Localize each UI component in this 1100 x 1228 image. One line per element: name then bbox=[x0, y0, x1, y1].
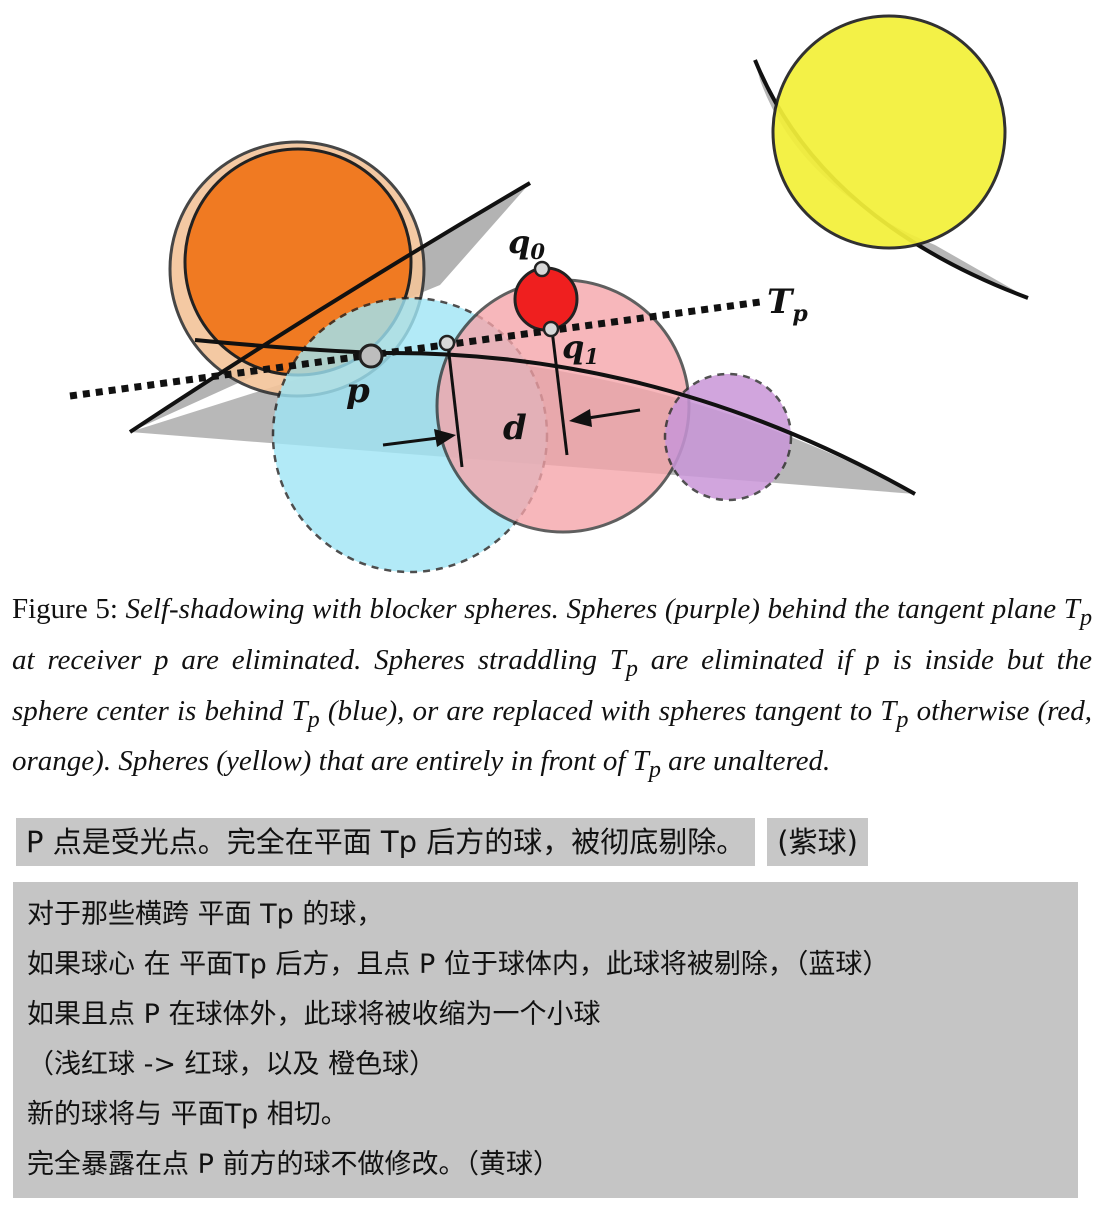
arrow-left-shaft bbox=[382, 436, 439, 447]
annotation-line: （浅红球 -> 红球，以及 橙色球） bbox=[27, 1049, 437, 1080]
annotation-box: 对于那些横跨 平面 Tp 的球， 如果球心 在 平面Tp 后方，且点 P 位于球… bbox=[13, 882, 1078, 1198]
annotation-purple: P 点是受光点。完全在平面 Tp 后方的球，被彻底剔除。 (紫球) bbox=[16, 818, 868, 866]
figure-caption: Figure 5: Self-shadowing with blocker sp… bbox=[12, 588, 1092, 791]
surface-curve-lower bbox=[194, 338, 916, 496]
figure-svg: q0 q1 Tp p d bbox=[69, 14, 1029, 574]
figure-diagram: q0 q1 Tp p d bbox=[0, 0, 1100, 585]
point-q0 bbox=[533, 260, 551, 278]
annotation-line: 完全暴露在点 P 前方的球不做修改。（黄球） bbox=[27, 1149, 560, 1180]
label-tp: Tp bbox=[767, 282, 808, 327]
caption-text: Self-shadowing with blocker spheres. Sph… bbox=[12, 593, 1093, 784]
yellow-sphere bbox=[771, 14, 1007, 250]
caption-figure-label: Figure 5: bbox=[12, 593, 118, 625]
arrow-left-head bbox=[434, 429, 456, 447]
point-p bbox=[358, 343, 384, 369]
label-d: d bbox=[503, 408, 527, 448]
annotation-line: 如果球心 在 平面Tp 后方，且点 P 位于球体内，此球将被剔除，（蓝球） bbox=[27, 949, 890, 980]
annotation-purple-text: P 点是受光点。完全在平面 Tp 后方的球，被彻底剔除。 bbox=[16, 818, 756, 866]
arrow-right-head bbox=[569, 409, 592, 427]
annotation-line: 新的球将与 平面Tp 相切。 bbox=[27, 1099, 348, 1130]
point-q1-left bbox=[438, 334, 456, 352]
red-sphere bbox=[513, 266, 579, 332]
normal-line-right bbox=[550, 329, 569, 456]
label-p: p bbox=[346, 371, 370, 411]
annotation-line: 对于那些横跨 平面 Tp 的球， bbox=[27, 899, 384, 930]
point-q1 bbox=[542, 320, 560, 338]
annotation-line: 如果且点 P 在球体外，此球将被收缩为一个小球 bbox=[27, 999, 601, 1030]
normal-line-left bbox=[446, 344, 464, 468]
annotation-purple-tag: (紫球) bbox=[767, 818, 868, 866]
label-q1: q1 bbox=[562, 328, 599, 369]
surface-curve-upper bbox=[128, 181, 532, 434]
arrow-right-shaft bbox=[587, 408, 641, 420]
purple-sphere bbox=[663, 372, 793, 502]
label-q0: q0 bbox=[508, 223, 545, 264]
